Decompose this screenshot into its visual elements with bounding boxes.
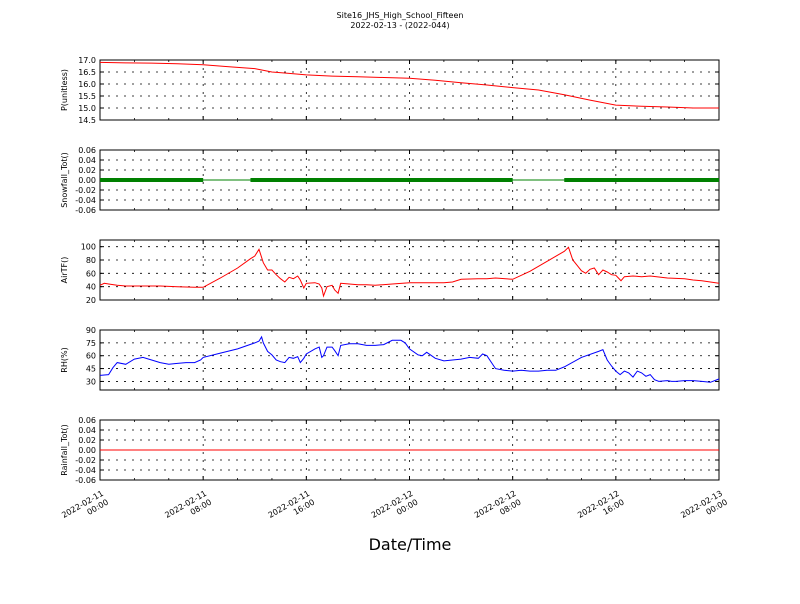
y-tick-label: 0.04	[78, 156, 96, 165]
y-tick-label: 60	[86, 352, 96, 361]
y-tick-label: 0.02	[78, 436, 96, 445]
panel-2: -0.06-0.04-0.020.000.020.040.06 Snowfall_…	[60, 146, 720, 215]
y-tick-label: -0.06	[75, 206, 96, 215]
y-tick-label: 20	[86, 296, 96, 305]
y-tick-label: -0.02	[75, 456, 96, 465]
y-tick-label: -0.04	[75, 196, 96, 205]
y-tick-label: 17.0	[78, 56, 96, 65]
panel-1: 14.5 15.0 15.5 16.0 16.5 17.0 P(unitless)	[60, 56, 720, 125]
y-tick-label: -0.02	[75, 186, 96, 195]
y-axis-label: AirTF()	[60, 257, 69, 284]
y-tick-label: 0.00	[78, 176, 96, 185]
x-axis-label: Date/Time	[369, 535, 452, 554]
y-axis-label: Rainfall_Tot()	[60, 424, 69, 476]
y-tick-label: -0.04	[75, 466, 96, 475]
y-tick-label: 60	[86, 269, 96, 278]
y-tick-label: 14.5	[78, 116, 96, 125]
y-axis-label: P(unitless)	[60, 69, 69, 111]
series-line	[100, 335, 719, 383]
y-tick-label: 45	[86, 365, 96, 374]
chart-title: Site16_JHS_High_School_Fifteen	[337, 11, 464, 20]
y-tick-label: 15.5	[78, 92, 96, 101]
series-line	[100, 61, 719, 109]
panel-3: 20 40 60 80 100 AirTF()	[60, 239, 720, 305]
y-tick-label: 0.06	[78, 416, 96, 425]
y-axis-label: RH(%)	[60, 347, 69, 372]
y-tick-label: 90	[86, 326, 96, 335]
y-tick-label: -0.06	[75, 476, 96, 485]
y-tick-label: 40	[86, 283, 96, 292]
chart-subtitle: 2022-02-13 - (2022-044)	[350, 21, 449, 30]
series-line	[100, 246, 719, 298]
panel-5: -0.06-0.04-0.020.000.020.040.06 Rainfall_…	[60, 416, 720, 485]
y-tick-label: 30	[86, 377, 96, 386]
y-tick-label: 0.02	[78, 166, 96, 175]
y-tick-label: 75	[86, 339, 96, 348]
y-tick-label: 0.00	[78, 446, 96, 455]
y-axis-label: Snowfall_Tot()	[60, 152, 69, 208]
y-tick-label: 100	[81, 243, 96, 252]
y-tick-label: 0.04	[78, 426, 96, 435]
panel-4: 30 45 60 75 90 RH(%)	[60, 326, 720, 391]
panels: 14.5 15.0 15.5 16.0 16.5 17.0 P(unitless) -0.06…	[60, 56, 720, 485]
y-tick-label: 16.0	[78, 80, 96, 89]
y-tick-label: 0.06	[78, 146, 96, 155]
y-tick-label: 15.0	[78, 104, 96, 113]
y-tick-label: 16.5	[78, 68, 96, 77]
y-tick-label: 80	[86, 256, 96, 265]
